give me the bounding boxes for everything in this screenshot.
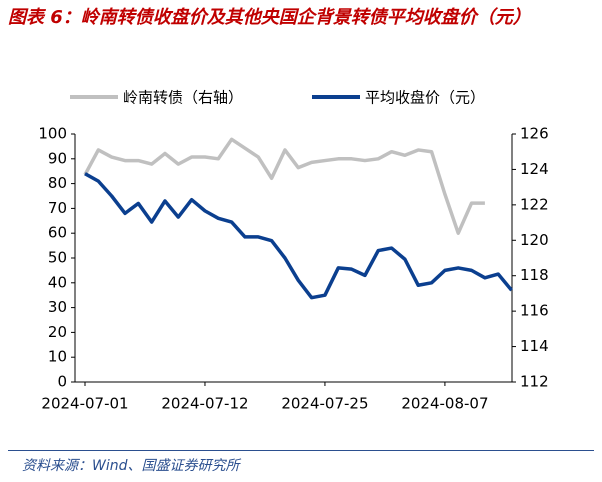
y-tick-label: 70	[48, 199, 67, 217]
y2-tick-label: 118	[520, 266, 549, 284]
y2-tick-label: 112	[520, 373, 549, 391]
y-tick-label: 30	[48, 298, 67, 316]
legend-label: 平均收盘价（元）	[365, 89, 485, 107]
x-tick-label: 2024-08-07	[401, 395, 488, 413]
y-tick-label: 40	[48, 273, 67, 291]
y2-tick-label: 114	[520, 337, 549, 355]
y2-tick-label: 126	[520, 125, 549, 143]
y2-tick-label: 120	[520, 231, 549, 249]
x-tick-label: 2024-07-25	[281, 395, 368, 413]
y-tick-label: 10	[48, 348, 67, 366]
y2-tick-label: 122	[520, 195, 549, 213]
chart-title: 图表 6：岭南转债收盘价及其他央国企背景转债平均收盘价（元）	[8, 7, 531, 28]
series-line	[84, 172, 513, 300]
y-tick-label: 100	[38, 125, 67, 143]
y-tick-label: 50	[48, 249, 67, 267]
source-rule	[8, 450, 594, 451]
y-tick-label: 80	[48, 174, 67, 192]
legend-label: 岭南转债（右轴）	[123, 89, 243, 107]
y-tick-label: 0	[57, 373, 67, 391]
y-tick-label: 90	[48, 149, 67, 167]
y-tick-label: 20	[48, 323, 67, 341]
y-tick-label: 60	[48, 224, 67, 242]
x-tick-label: 2024-07-12	[161, 395, 248, 413]
x-tick-label: 2024-07-01	[41, 395, 128, 413]
y2-tick-label: 124	[520, 160, 549, 178]
series-line	[83, 137, 485, 235]
source-note: 资料来源：Wind、国盛证券研究所	[22, 458, 240, 474]
y2-tick-label: 116	[520, 302, 549, 320]
